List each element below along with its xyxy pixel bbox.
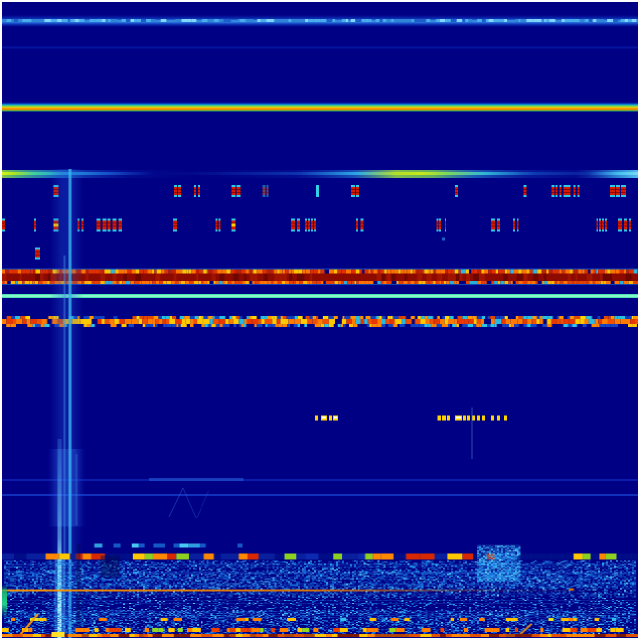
spectrogram-canvas [2, 2, 638, 638]
spectrogram-image [0, 0, 640, 640]
